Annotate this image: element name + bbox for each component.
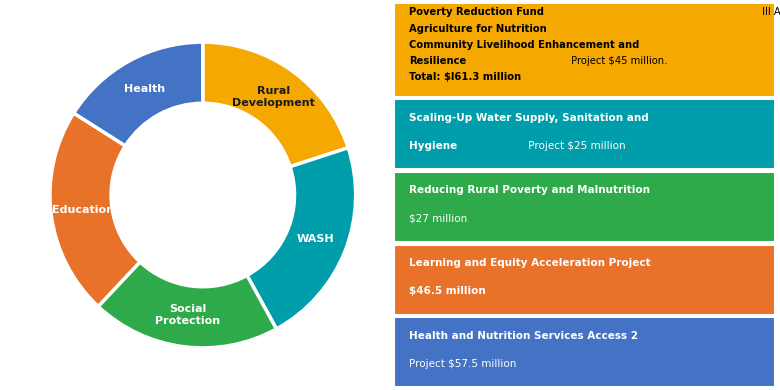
Text: Social
Protection: Social Protection <box>155 304 220 326</box>
FancyBboxPatch shape <box>394 3 775 97</box>
Text: Project $57.5 million: Project $57.5 million <box>410 358 516 369</box>
Text: Education: Education <box>52 205 114 215</box>
FancyBboxPatch shape <box>394 317 775 387</box>
Text: Rural
Development: Rural Development <box>232 87 315 108</box>
Text: Health: Health <box>124 84 165 94</box>
Text: III AF: III AF <box>759 7 780 18</box>
Text: Learning and Equity Acceleration Project: Learning and Equity Acceleration Project <box>410 258 651 268</box>
Text: Reducing Rural Poverty and Malnutrition: Reducing Rural Poverty and Malnutrition <box>410 185 650 195</box>
Text: Project $25 million: Project $25 million <box>525 140 626 151</box>
Text: Hygiene: Hygiene <box>410 140 457 151</box>
Text: Total: $l61.3 million: Total: $l61.3 million <box>410 72 521 82</box>
Text: Agriculture for Nutrition: Agriculture for Nutrition <box>410 24 547 34</box>
FancyBboxPatch shape <box>394 172 775 242</box>
Text: Scaling-Up Water Supply, Sanitation and: Scaling-Up Water Supply, Sanitation and <box>410 113 649 122</box>
Text: WASH: WASH <box>296 234 334 245</box>
Wedge shape <box>203 42 348 167</box>
Wedge shape <box>50 113 140 307</box>
FancyBboxPatch shape <box>394 245 775 315</box>
Text: $27 million: $27 million <box>410 213 467 223</box>
Text: Project $45 million.: Project $45 million. <box>568 56 668 66</box>
Wedge shape <box>98 262 276 348</box>
Text: Community Livelihood Enhancement and: Community Livelihood Enhancement and <box>410 40 640 50</box>
Text: $46.5 million: $46.5 million <box>410 286 486 296</box>
Text: Resilience: Resilience <box>410 56 466 66</box>
Text: Poverty Reduction Fund: Poverty Reduction Fund <box>410 7 544 18</box>
Wedge shape <box>74 42 203 146</box>
Text: Health and Nutrition Services Access 2: Health and Nutrition Services Access 2 <box>410 331 638 340</box>
Wedge shape <box>247 148 356 329</box>
FancyBboxPatch shape <box>394 99 775 169</box>
